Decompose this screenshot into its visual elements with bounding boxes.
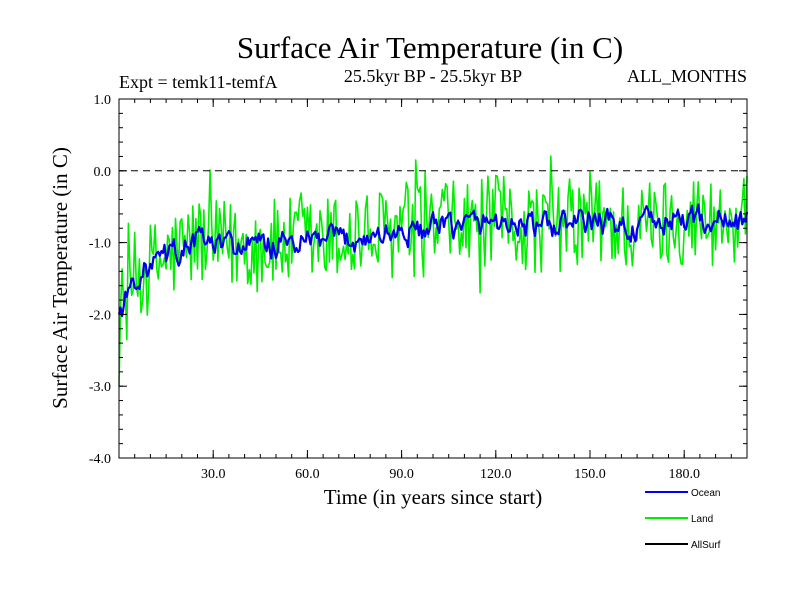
y-tick-label: -1.0 <box>89 237 111 252</box>
x-tick-label: 90.0 <box>389 467 414 482</box>
series-ocean-line <box>117 203 749 318</box>
x-tick-label: 150.0 <box>574 467 606 482</box>
x-tick-label: 120.0 <box>480 467 512 482</box>
legend-label-land: Land <box>691 514 713 525</box>
y-axis-label: Surface Air Temperature (in C) <box>48 147 72 409</box>
x-axis-label: Time (in years since start) <box>324 485 543 509</box>
chart-subtitle-expt: Expt = temk11-temfA <box>119 72 277 92</box>
axis-ticks: 1.0 0.0 -1.0 -2.0 -3.0 -4.0 30.0 60.0 90.0 120.0 1… <box>89 93 747 482</box>
series-layer <box>117 155 749 387</box>
chart-title: Surface Air Temperature (in C) <box>237 30 623 65</box>
legend: Ocean Land AllSurf <box>645 488 721 551</box>
series-land-line <box>118 155 748 387</box>
legend-label-ocean: Ocean <box>691 488 720 499</box>
legend-label-allsurf: AllSurf <box>691 540 721 551</box>
chart-subtitle-months: ALL_MONTHS <box>627 66 747 86</box>
chart-subtitle-period: 25.5kyr BP - 25.5kyr BP <box>344 66 522 86</box>
x-tick-label: 30.0 <box>201 467 226 482</box>
y-tick-label: -3.0 <box>89 380 111 395</box>
x-tick-label: 180.0 <box>668 467 700 482</box>
x-tick-label: 60.0 <box>295 467 320 482</box>
y-tick-label: -4.0 <box>89 452 111 467</box>
y-tick-label: 0.0 <box>94 165 112 180</box>
y-tick-label: 1.0 <box>94 93 112 108</box>
plot-area-border <box>118 98 748 459</box>
plot-frame <box>118 98 748 459</box>
y-tick-label: -2.0 <box>89 308 111 323</box>
